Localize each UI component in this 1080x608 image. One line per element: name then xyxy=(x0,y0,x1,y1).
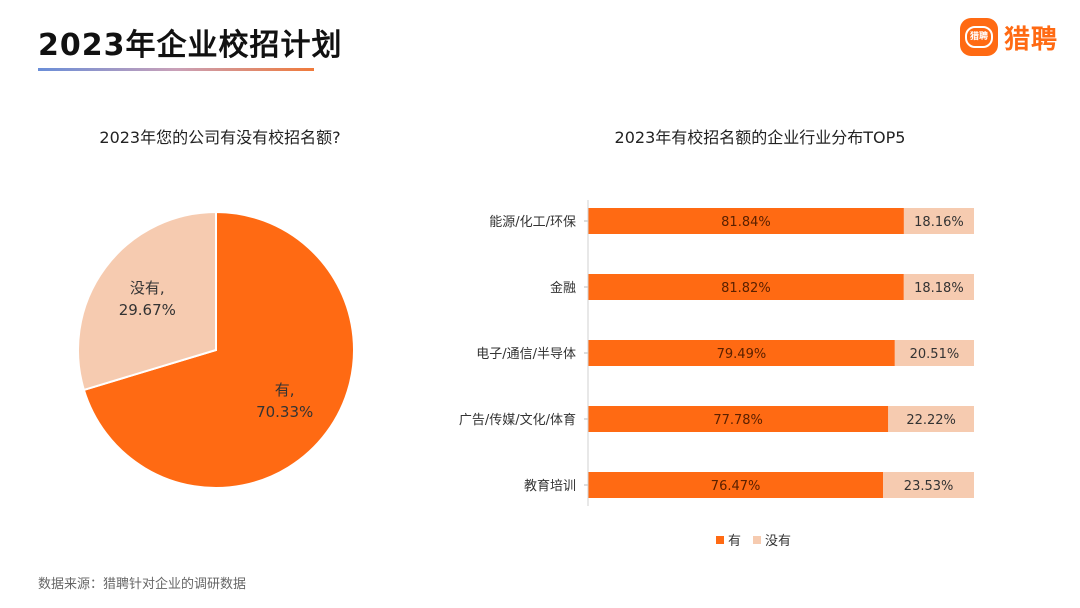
legend-item-none: 没有 xyxy=(753,530,791,549)
bar-segment-has xyxy=(588,406,889,432)
brand-logo: 猎聘 猎聘 xyxy=(959,18,1058,56)
pie-chart: 有, 70.33% 没有, 29.67% xyxy=(77,210,355,489)
brand-icon-label: 猎聘 xyxy=(969,31,988,42)
bar-segment-has xyxy=(588,208,904,234)
legend-label-has: 有 xyxy=(728,534,742,549)
bar-legend: 有 没有 xyxy=(716,530,803,549)
chat-bubble-icon: 猎聘 xyxy=(959,18,998,56)
bar-value-label-has: 77.78% xyxy=(713,413,763,428)
bar-value-label-has: 79.49% xyxy=(717,347,767,362)
category-label: 能源/化工/环保 xyxy=(489,215,576,230)
bar-chart: 能源/化工/环保 81.84% 18.16% 金融 81.82% 18.18% 电子/通信/… xyxy=(459,200,974,506)
legend-item-has: 有 xyxy=(716,530,741,549)
pie-slice-label-1: 没有, xyxy=(130,279,165,297)
legend-swatch-none xyxy=(753,535,762,544)
category-label: 广告/传媒/文化/体育 xyxy=(459,412,576,428)
pie-slice-label-0: 有, xyxy=(275,381,295,399)
pie-slice-value-0: 70.33% xyxy=(256,403,313,421)
bar-value-label-has: 81.84% xyxy=(721,215,771,230)
bar-segment-has xyxy=(588,340,895,366)
bar-segment-none xyxy=(883,472,974,498)
bar-value-label-none: 18.18% xyxy=(914,281,964,296)
bar-value-label-none: 22.22% xyxy=(906,413,956,428)
title-underline xyxy=(38,68,314,71)
pie-chart-title: 2023年您的公司有没有校招名额? xyxy=(99,128,341,147)
category-label: 电子/通信/半导体 xyxy=(476,347,576,362)
bar-value-label-none: 18.16% xyxy=(914,215,964,230)
page-title: 2023年企业校招计划 xyxy=(38,28,343,63)
pie-slice-value-1: 29.67% xyxy=(119,301,176,319)
pie-slice-1 xyxy=(77,210,217,392)
bar-segment-none xyxy=(903,274,974,300)
pie-slice-0 xyxy=(82,210,355,489)
bar-value-label-has: 81.82% xyxy=(721,281,771,296)
bar-chart-title: 2023年有校招名额的企业行业分布TOP5 xyxy=(614,128,906,147)
bar-value-label-has: 76.47% xyxy=(711,479,761,494)
category-label: 金融 xyxy=(550,280,576,296)
data-source-note: 数据来源：猎聘针对企业的调研数据 xyxy=(38,577,247,592)
bar-segment-none xyxy=(888,406,974,432)
legend-swatch-has xyxy=(716,535,724,544)
bar-value-label-none: 20.51% xyxy=(910,347,960,362)
bar-segment-has xyxy=(588,472,884,498)
bar-segment-has xyxy=(588,274,904,300)
legend-label-none: 没有 xyxy=(765,534,792,549)
bar-segment-none xyxy=(903,208,974,234)
bar-value-label-none: 23.53% xyxy=(904,479,954,494)
category-label: 教育培训 xyxy=(524,478,576,494)
bar-segment-none xyxy=(894,340,974,366)
brand-name: 猎聘 xyxy=(1003,24,1058,55)
